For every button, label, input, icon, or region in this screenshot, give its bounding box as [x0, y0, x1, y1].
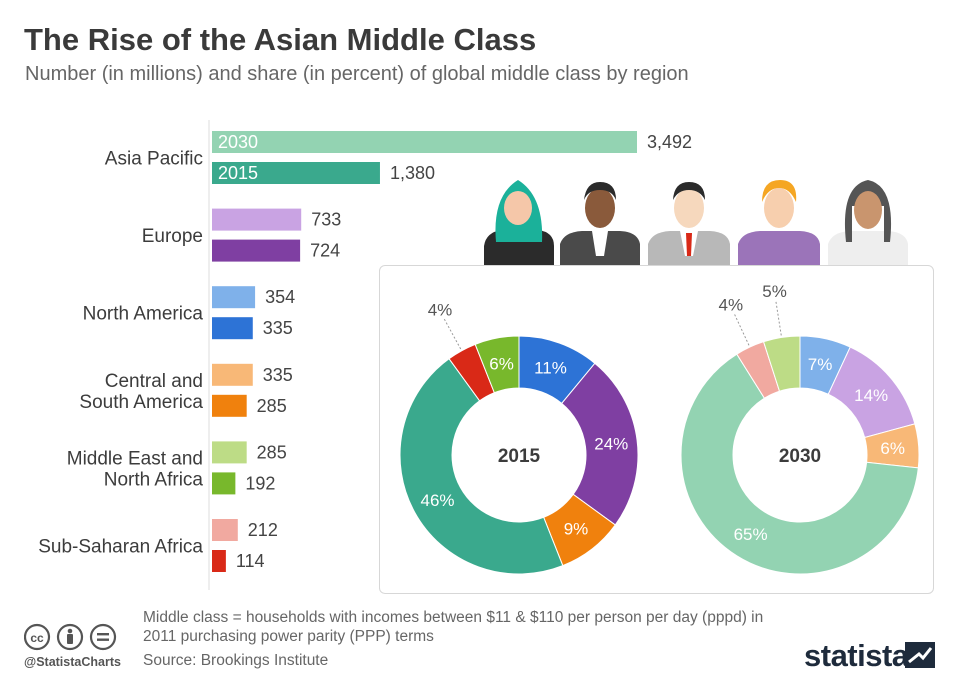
- bar-chart: 3,492 2030 1,380 2015 Asia Pacific 733 724 Euro…: [38, 120, 692, 590]
- twitter-handle[interactable]: @StatistaCharts: [24, 655, 121, 669]
- bar-value-label: 335: [263, 318, 293, 338]
- person-hijab-icon: [484, 180, 554, 266]
- category-label: Central and: [105, 371, 203, 392]
- slice-label: 65%: [734, 525, 768, 544]
- bar-value-label: 212: [248, 520, 278, 540]
- bar-2015: [212, 550, 226, 572]
- person-suit-dark-icon: [560, 182, 640, 266]
- bar-2015: [212, 394, 247, 417]
- bar-value-label: 1,380: [390, 163, 435, 183]
- bar-series-label: 2030: [218, 132, 258, 152]
- slice-label: 14%: [854, 386, 888, 405]
- people-illustration: [484, 180, 908, 266]
- creative-commons-icon[interactable]: cc: [24, 623, 51, 651]
- slice-label: 4%: [719, 295, 744, 314]
- slice-label: 46%: [420, 491, 454, 510]
- attribution-icon[interactable]: [56, 623, 84, 651]
- slice-label: 4%: [428, 300, 453, 319]
- footnote: Middle class = households with incomes b…: [143, 609, 764, 645]
- donut-charts: 11% 24% 9% 46% 4% 6% 2015 7% 14% 6% 65% 4% 5% 2030: [399, 282, 920, 575]
- bar-2030: [212, 519, 238, 541]
- statista-logo-icon: [905, 642, 935, 668]
- category-label: Sub-Saharan Africa: [38, 537, 203, 558]
- donut-slice: [561, 362, 639, 526]
- category-label: North America: [83, 304, 204, 325]
- person-blond-icon: [738, 180, 820, 266]
- bar-value-label: 285: [257, 442, 287, 462]
- no-derivatives-icon[interactable]: [89, 623, 117, 651]
- category-label: South America: [79, 392, 203, 413]
- bar-value-label: 3,492: [647, 132, 692, 152]
- statista-logo[interactable]: statista: [804, 638, 909, 673]
- slice-label: 6%: [880, 439, 905, 458]
- bar-2015: [212, 162, 380, 184]
- bar-value-label: 285: [257, 396, 287, 416]
- slice-leader-line: [443, 318, 462, 350]
- person-tie-icon: [648, 182, 730, 266]
- slice-label: 24%: [594, 434, 628, 453]
- donut-slice: [399, 358, 564, 575]
- bar-2030: [212, 441, 247, 464]
- category-label: Asia Pacific: [105, 149, 203, 170]
- donut-year-label: 2030: [779, 446, 821, 467]
- donut-center: [456, 392, 582, 518]
- bar-2015: [212, 472, 236, 495]
- person-woman-icon: [828, 180, 908, 266]
- slice-label: 7%: [808, 355, 833, 374]
- slice-leader-line: [734, 314, 750, 346]
- category-label: Europe: [142, 226, 203, 247]
- chart-title: The Rise of the Asian Middle Class: [24, 22, 537, 57]
- license-icons: cc: [24, 623, 117, 651]
- bar-2015: [212, 317, 253, 340]
- slice-label: 9%: [564, 519, 589, 538]
- category-label: Middle East and: [67, 448, 203, 469]
- bar-2030: [212, 131, 637, 153]
- source-link[interactable]: Source: Brookings Institute: [143, 652, 329, 669]
- donut-slice: [762, 335, 801, 392]
- bar-value-label: 192: [245, 473, 275, 493]
- bar-value-label: 733: [311, 210, 341, 230]
- bar-value-label: 335: [263, 365, 293, 385]
- slice-label: 11%: [534, 358, 567, 377]
- donut-panel: 11% 24% 9% 46% 4% 6% 2015 7% 14% 6% 65% 4% 5% 2030: [379, 265, 934, 594]
- donut-slice: [474, 335, 520, 394]
- slice-label: 5%: [762, 282, 787, 301]
- bar-value-label: 114: [236, 551, 265, 571]
- slice-label: 6%: [489, 355, 514, 374]
- bar-value-label: 354: [265, 287, 295, 307]
- bar-2030: [212, 208, 302, 231]
- bar-series-label: 2015: [218, 163, 258, 183]
- donut-year-label: 2015: [498, 446, 541, 467]
- svg-text:cc: cc: [30, 631, 44, 645]
- slice-leader-line: [775, 301, 782, 336]
- bar-2015: [212, 239, 301, 262]
- bar-2030: [212, 286, 256, 309]
- category-label: North Africa: [104, 469, 204, 490]
- bar-2030: [212, 363, 253, 386]
- donut-center: [737, 392, 863, 518]
- chart-subtitle: Number (in millions) and share (in perce…: [25, 63, 689, 85]
- bar-value-label: 724: [310, 241, 340, 261]
- donut-slice: [680, 353, 919, 575]
